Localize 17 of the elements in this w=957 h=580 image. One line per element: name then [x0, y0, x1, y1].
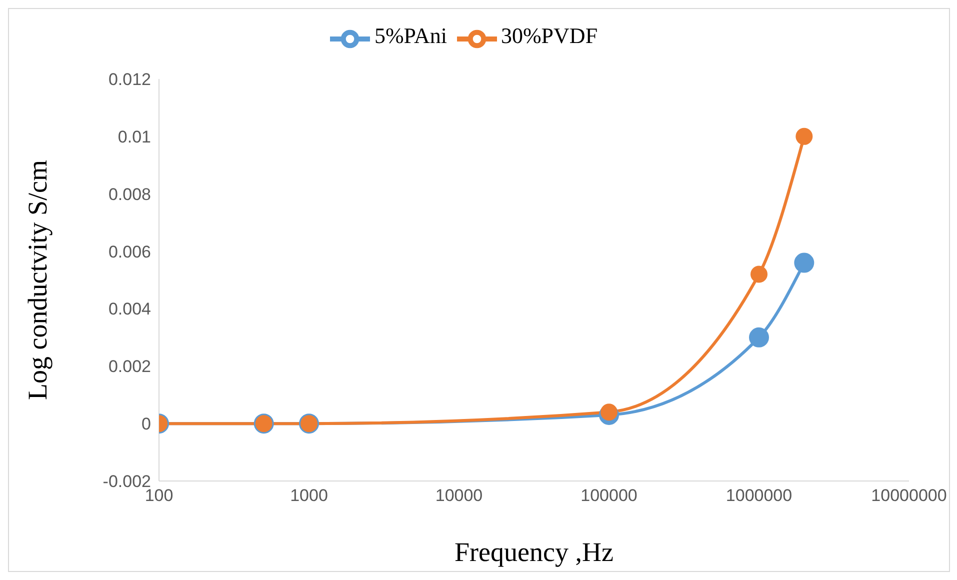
- x-tick-label: 100000: [580, 486, 638, 506]
- x-tick-label: 1000: [290, 486, 328, 506]
- y-tick-label: 0.01: [118, 127, 151, 146]
- x-tick-label: 1000000: [726, 486, 792, 506]
- x-tick-label: 10000000: [871, 486, 947, 506]
- y-tick-label: 0.012: [108, 70, 151, 90]
- x-axis-title: Frequency ,Hz: [454, 537, 614, 567]
- y-axis-title: Log conductvity S/cm: [22, 160, 53, 400]
- legend-label: 5%PAni: [374, 22, 447, 48]
- y-tick-label: 0.002: [108, 357, 151, 376]
- y-tick-label: 0.008: [108, 184, 151, 204]
- y-tick-label: 0.004: [108, 300, 151, 319]
- y-tick-label: 0: [142, 414, 151, 434]
- legend-label: 30%PVDF: [500, 22, 598, 48]
- y-tick-label: 0.006: [108, 242, 151, 262]
- x-tick-label: 100: [144, 486, 174, 506]
- x-tick-label: 10000: [435, 486, 483, 506]
